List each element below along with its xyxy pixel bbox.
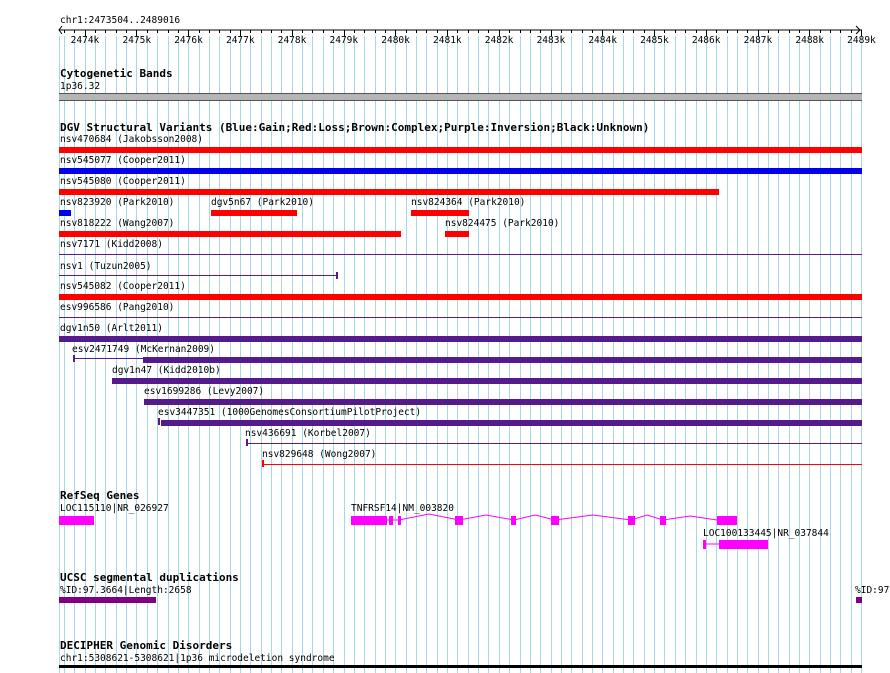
dgv-feature-bar[interactable] [211,210,297,216]
dgv-feature-bar[interactable] [59,231,401,237]
dgv-feature-bar[interactable] [246,443,862,444]
dgv-feature-end-tick [262,460,264,467]
dgv-feature-label: esv1699286 (Levy2007) [144,386,265,397]
dgv-feature-bar[interactable] [59,317,862,318]
dgv-feature-bar[interactable] [143,357,862,363]
decipher-bar[interactable] [59,665,862,668]
dgv-feature-bar[interactable] [59,168,862,174]
dgv-feature-label: nsv7171 (Kidd2008) [60,239,163,250]
dgv-feature-label: nsv545077 (Cooper2011) [60,155,186,166]
dgv-feature-label: nsv824475 (Park2010) [445,218,560,229]
dgv-feature-label: dgv1n47 (Kidd2010b) [112,365,221,376]
dgv-feature-label: dgv1n50 (Arlt2011) [60,323,163,334]
dgv-feature-end-tick [336,272,338,279]
ruler-tick-label: 2486k [691,35,721,46]
ruler-tick-label: 2483k [536,35,566,46]
segdup-track-title: UCSC segmental duplications [60,571,239,584]
ruler-tick-label: 2485k [640,35,669,46]
dgv-feature-bar[interactable] [59,210,71,216]
ruler-tick-label: 2479k [329,35,359,46]
ruler-tick-label: 2484k [588,35,617,46]
dgv-feature-bar[interactable] [112,378,862,384]
dgv-feature-label: nsv823920 (Park2010) [60,197,175,208]
ruler-tick-label: 2474k [70,35,100,46]
dgv-feature-bar[interactable] [411,210,469,216]
dgv-feature-label: nsv824364 (Park2010) [411,197,526,208]
ruler-tick-label: 2475k [122,35,152,46]
decipher-track-title: DECIPHER Genomic Disorders [60,639,233,652]
gene-label: LOC115110|NR_026927 [60,503,169,514]
dgv-feature-bar[interactable] [59,147,862,153]
ruler-tick-label: 2489k [847,35,876,46]
dgv-feature-label: nsv1 (Tuzun2005) [60,261,152,272]
segdup-bar[interactable] [59,597,156,603]
region-label: chr1:2473504..2489016 [60,15,181,26]
dgv-feature-bar[interactable] [73,358,143,359]
dgv-feature-label: esv2471749 (McKernan2009) [72,344,215,355]
ruler-axis [58,25,862,36]
segdup-bar[interactable] [856,597,862,603]
ruler-tick-label: 2478k [277,35,307,46]
ruler-tick-label: 2477k [225,35,255,46]
cytoband-label: 1p36.32 [60,81,101,92]
dgv-feature-bar[interactable] [59,294,862,300]
refseq-track-title: RefSeq Genes [60,489,140,502]
dgv-feature-label: nsv545082 (Cooper2011) [60,281,186,292]
gene-model-tnfrsf14[interactable] [0,505,890,535]
ruler-tick-label: 2481k [433,35,462,46]
dgv-feature-label: esv3447351 (1000GenomesConsortiumPilotPr… [158,407,422,418]
dgv-feature-label: nsv829648 (Wong2007) [262,449,377,460]
dgv-feature-end-tick [246,439,248,446]
decipher-label: chr1:5308621-5308621|1p36 microdeletion … [60,653,335,664]
dgv-feature-bar[interactable] [161,420,862,426]
ruler-tick-label: 2482k [484,35,514,46]
dgv-feature-label: nsv545080 (Cooper2011) [60,176,186,187]
ruler-tick-label: 2487k [743,35,773,46]
dgv-feature-bar[interactable] [262,464,862,465]
ruler-tick-label: 2480k [381,35,410,46]
dgv-feature-label: nsv470684 (Jakobsson2008) [60,134,203,145]
dgv-feature-bar[interactable] [59,189,719,195]
cytoband-bar[interactable] [59,93,862,101]
dgv-feature-label: esv996586 (Pang2010) [60,302,175,313]
dgv-feature-bar[interactable] [144,399,862,405]
cytoband-track-title: Cytogenetic Bands [60,67,173,80]
dgv-feature-bar[interactable] [59,275,338,276]
segdup-label: %ID:97 [855,585,890,596]
ruler-tick-label: 2476k [174,35,203,46]
dgv-feature-end-tick [158,418,160,425]
gene-label: LOC100133445|NR_037844 [703,528,829,539]
dgv-feature-label: nsv436691 (Korbel2007) [245,428,371,439]
dgv-track-title: DGV Structural Variants (Blue:Gain;Red:L… [60,121,650,134]
segdup-label: %ID:97.3664|Length:2658 [60,585,192,596]
scroll-right-arrow-icon [855,25,861,35]
dgv-feature-bar[interactable] [445,231,469,237]
ruler-tick-label: 2488k [795,35,824,46]
gene-model-loc100133445[interactable] [0,536,890,552]
dgv-feature-label: dgv5n67 (Park2010) [211,197,314,208]
dgv-feature-bar[interactable] [59,254,862,255]
dgv-feature-bar[interactable] [59,336,862,342]
gene-label: TNFRSF14|NM_003820 [351,503,454,514]
gene-exon[interactable] [59,516,94,525]
dgv-feature-label: nsv818222 (Wang2007) [60,218,175,229]
scroll-left-arrow-icon [58,25,63,35]
